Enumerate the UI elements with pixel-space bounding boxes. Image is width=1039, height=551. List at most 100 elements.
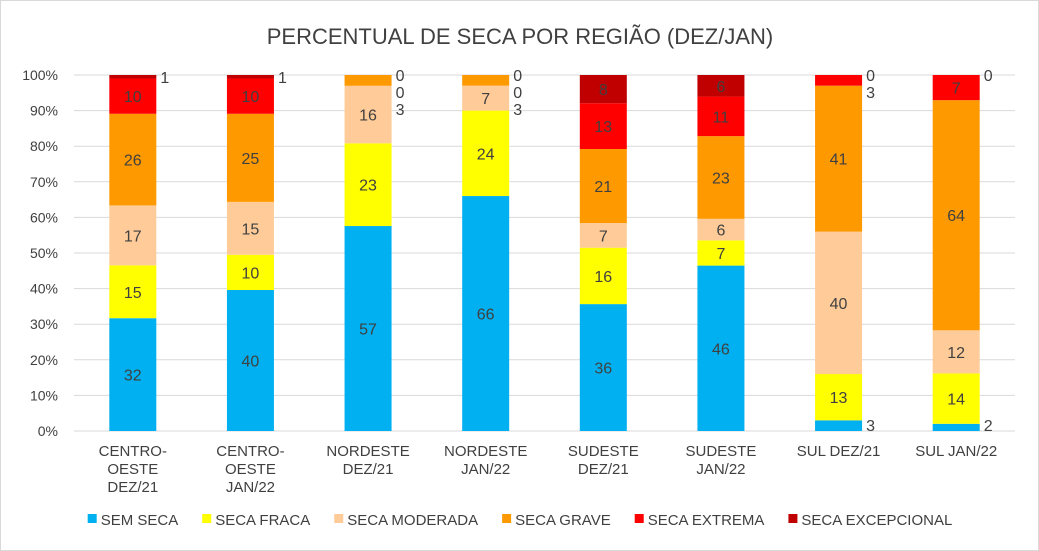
y-tick-label: 80%: [30, 138, 58, 154]
legend-swatch: [788, 514, 798, 523]
x-tick-label: SUL DEZ/21: [797, 443, 881, 460]
x-tick-label-line: OESTE: [225, 461, 276, 478]
bar-segment: [697, 265, 745, 431]
bar-segment: [462, 85, 510, 111]
bar-segment: [579, 223, 627, 248]
data-label: 16: [359, 108, 377, 125]
data-label: 26: [124, 153, 142, 170]
bar-segment: [815, 85, 863, 232]
x-tick-label-line: JAN/22: [461, 461, 510, 478]
data-label: 3: [866, 418, 875, 435]
bar-segment: [697, 96, 745, 137]
bar-segment: [697, 218, 745, 241]
data-label: 32: [124, 368, 142, 385]
bar-segment: [579, 149, 627, 224]
bar-segment: [932, 330, 980, 374]
bar-segment: [932, 75, 980, 101]
data-label: 13: [830, 390, 848, 407]
data-label: 0: [866, 68, 875, 85]
y-tick-label: 90%: [30, 103, 58, 119]
bar-segment: [815, 231, 863, 375]
x-tick-label-line: OESTE: [107, 461, 158, 478]
data-label: 7: [952, 81, 961, 98]
legend-label: SECA MODERADA: [347, 512, 478, 529]
data-label: 10: [242, 89, 260, 106]
y-tick-label: 50%: [30, 245, 58, 261]
bar-segment: [109, 113, 157, 206]
bar-segment: [226, 201, 274, 255]
data-label: 3: [396, 102, 405, 119]
data-label: 40: [830, 296, 848, 313]
legend-label: SECA GRAVE: [515, 512, 611, 529]
x-tick-label-line: NORDESTE: [326, 443, 409, 460]
bar-segment: [579, 304, 627, 431]
data-label: 11: [713, 109, 730, 126]
data-label: 0: [513, 85, 522, 102]
bar-segment: [109, 205, 157, 266]
data-label: 3: [866, 85, 875, 102]
bar-segment: [226, 75, 274, 79]
bar-segment: [932, 373, 980, 424]
data-label: 3: [513, 102, 522, 119]
x-tick-label-line: CENTRO-: [216, 443, 284, 460]
legend-swatch: [502, 514, 512, 523]
data-label: 15: [242, 221, 260, 238]
data-label: 13: [594, 119, 612, 136]
data-label: 0: [513, 68, 522, 85]
data-label: 1: [160, 70, 169, 87]
legend-label: SECA EXCEPCIONAL: [801, 512, 952, 529]
data-label: 36: [594, 361, 612, 378]
bar-segment: [579, 75, 627, 104]
data-label: 8: [599, 82, 608, 99]
bar-segment: [344, 143, 392, 227]
bar-segment: [932, 423, 980, 431]
data-label: 41: [830, 152, 848, 169]
data-label: 21: [594, 179, 612, 196]
data-label: 0: [396, 85, 405, 102]
x-tick-label-line: SUL DEZ/21: [797, 443, 881, 460]
x-tick-label-line: NORDESTE: [444, 443, 527, 460]
x-tick-label-line: DEZ/21: [107, 479, 158, 496]
x-tick-label-line: CENTRO-: [99, 443, 167, 460]
x-tick-label-line: JAN/22: [696, 461, 745, 478]
bar-segment: [226, 254, 274, 291]
data-label: 6: [716, 79, 725, 96]
x-tick-label: SUL JAN/22: [915, 443, 997, 460]
data-label: 1: [278, 70, 287, 87]
data-label: 14: [947, 392, 965, 409]
data-label: 25: [242, 151, 260, 168]
bar-segment: [579, 247, 627, 305]
y-tick-label: 0%: [38, 423, 58, 439]
data-label: 16: [594, 269, 612, 286]
data-label: 2: [984, 418, 993, 435]
data-label: 15: [124, 285, 142, 302]
bar-segment: [109, 78, 157, 114]
data-label: 23: [359, 178, 377, 195]
x-tick-label-line: JAN/22: [226, 479, 275, 496]
legend-label: SEM SECA: [101, 512, 179, 529]
bar-segment: [462, 110, 510, 197]
bar-segment: [697, 136, 745, 219]
data-label: 23: [712, 170, 730, 187]
y-tick-label: 70%: [30, 174, 58, 190]
data-label: 10: [124, 89, 142, 106]
x-tick-label-line: SUDESTE: [568, 443, 639, 460]
bar-segment: [344, 226, 392, 431]
bar-segment: [109, 75, 157, 79]
y-tick-label: 40%: [30, 281, 58, 297]
bar-segment: [344, 75, 392, 86]
legend-label: SECA EXTREMA: [648, 512, 765, 529]
data-label: 0: [396, 68, 405, 85]
bar-segment: [462, 196, 510, 431]
bar-segment: [109, 265, 157, 319]
x-tick-label-line: SUDESTE: [686, 443, 757, 460]
y-tick-label: 30%: [30, 316, 58, 332]
y-tick-label: 20%: [30, 352, 58, 368]
y-tick-label: 100%: [22, 67, 58, 83]
data-label: 0: [984, 68, 993, 85]
